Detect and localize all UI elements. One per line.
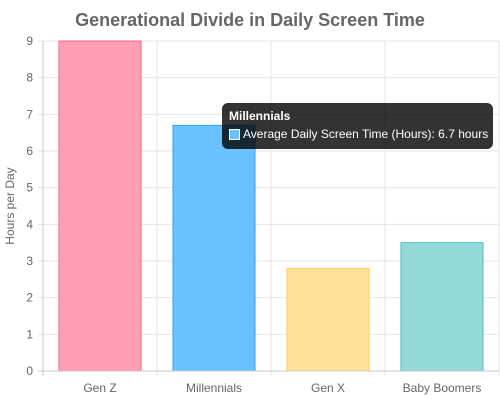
y-tick-label: 6 xyxy=(26,144,33,158)
y-tick-label: 3 xyxy=(26,254,33,268)
bar-gen-x xyxy=(286,267,370,372)
y-tick-label: 1 xyxy=(26,327,33,341)
tick-labels: 0 1 2 3 4 5 6 7 8 9 Gen Z Millennials Gen X Baby Boom… xyxy=(26,34,481,395)
x-tick-label: Gen Z xyxy=(83,381,116,395)
tooltip-color-swatch xyxy=(229,128,240,140)
tooltip-body: Average Daily Screen Time (Hours): 6.7 h… xyxy=(229,127,489,141)
axes xyxy=(42,41,499,372)
y-tick-label: 7 xyxy=(26,107,33,121)
chart-title: Generational Divide in Daily Screen Time xyxy=(75,10,425,30)
bar-tooltip: Millennials Average Daily Screen Time (H… xyxy=(222,103,493,149)
y-tick-label: 9 xyxy=(26,34,33,48)
tooltip-label: Average Daily Screen Time (Hours): 6.7 h… xyxy=(243,127,489,141)
bars xyxy=(58,40,484,372)
x-tick-label: Millennials xyxy=(186,381,242,395)
x-tick-label: Gen X xyxy=(311,381,345,395)
y-tick-label: 4 xyxy=(26,217,33,231)
x-tick-label: Baby Boomers xyxy=(403,381,482,395)
bar-gen-z xyxy=(58,40,142,372)
y-tick-label: 8 xyxy=(26,71,33,85)
y-tick-label: 2 xyxy=(26,291,33,305)
y-tick-label: 0 xyxy=(26,364,33,378)
y-tick-label: 5 xyxy=(26,181,33,195)
y-axis-label: Hours per Day xyxy=(3,167,17,244)
tooltip-title: Millennials xyxy=(229,109,291,123)
bar-baby-boomers xyxy=(400,242,484,372)
bar-millennials xyxy=(172,124,256,372)
